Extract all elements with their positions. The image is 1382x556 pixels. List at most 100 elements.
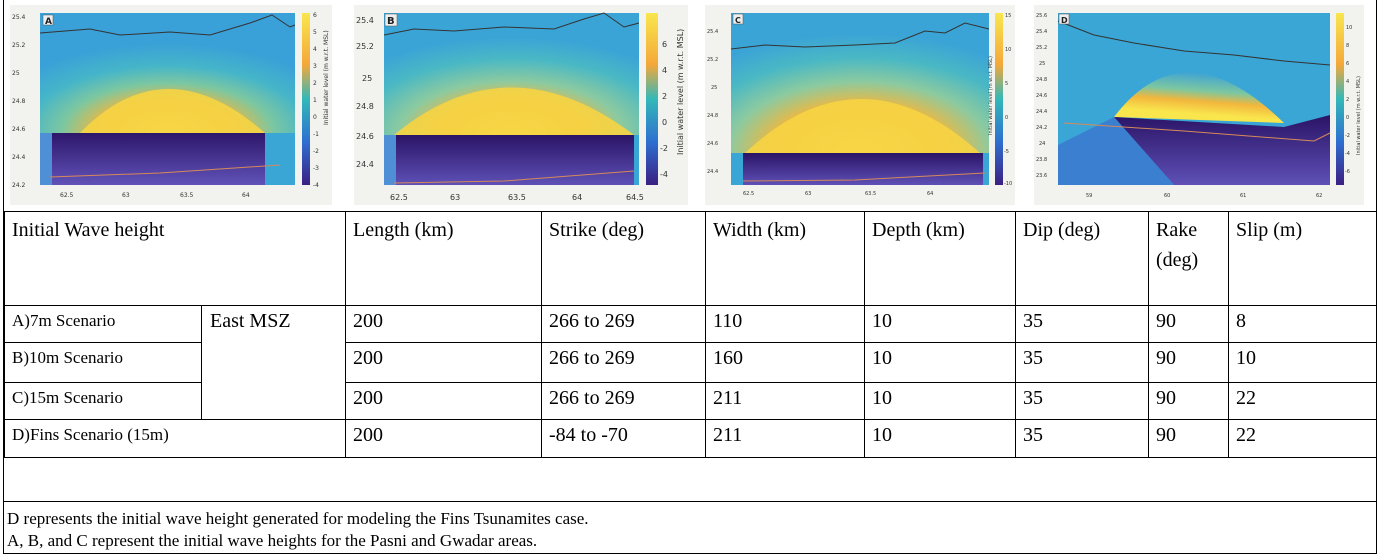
header-depth: Depth (km) <box>864 211 1017 306</box>
x-tick-label: 61 <box>1240 193 1246 199</box>
x-tick-label: 64 <box>927 191 933 197</box>
y-tick-label: 24.8 <box>356 102 374 111</box>
dip-cell: 35 <box>1015 342 1150 383</box>
colorbar-label: Initial water level (m w.r.t. MSL) <box>988 56 994 135</box>
strike-cell: 266 to 269 <box>541 382 707 420</box>
colorbar-tick: -1 <box>313 131 319 138</box>
strike-cell: -84 to -70 <box>541 419 707 458</box>
panel-label: D <box>1061 16 1068 25</box>
header-slip: Slip (m) <box>1228 211 1378 306</box>
slip-cell: 8 <box>1228 305 1378 343</box>
dip-cell: 35 <box>1015 305 1150 343</box>
y-tick-label: 24.6 <box>707 141 718 147</box>
colorbar-tick: 1 <box>313 97 317 104</box>
table-header-row: Initial Wave height Length (km) Strike (… <box>3 211 1378 306</box>
depth-cell: 10 <box>864 382 1017 420</box>
header-strike: Strike (deg) <box>541 211 707 306</box>
x-tick-label: 63.5 <box>180 192 194 199</box>
colorbar-tick: -6 <box>1345 169 1350 175</box>
colorbar-tick: 2 <box>1346 97 1349 103</box>
colorbar-tick: -2 <box>313 148 319 155</box>
scenario-cell: B)10m Scenario <box>4 342 202 383</box>
width-cell: 211 <box>705 382 866 420</box>
table-frame: A 25.4 25.2 25 24.8 24.6 24.4 24.2 62.5 … <box>3 0 1378 554</box>
colorbar-tick: 0 <box>662 118 667 127</box>
x-tick-label: 62.5 <box>390 193 408 202</box>
colorbar-tick: -10 <box>1004 181 1012 187</box>
note-line: A, B, and C represent the initial wave h… <box>7 531 538 550</box>
table-notes: D represents the initial wave height gen… <box>4 501 1376 553</box>
dip-cell: 35 <box>1015 419 1150 458</box>
x-tick-label: 64 <box>572 193 582 202</box>
slip-cell: 10 <box>1228 342 1378 383</box>
x-tick-label: 63.5 <box>865 191 876 197</box>
depth-cell: 10 <box>864 305 1017 343</box>
colorbar <box>302 13 310 185</box>
y-tick-label: 25.2 <box>707 57 718 63</box>
colorbar-tick: 2 <box>662 92 667 101</box>
length-cell: 200 <box>345 419 543 458</box>
y-tick-label: 25.4 <box>12 14 26 21</box>
width-cell: 211 <box>705 419 866 458</box>
colorbar-tick: 10 <box>1005 47 1011 53</box>
y-tick-label: 24.2 <box>12 182 26 189</box>
y-tick-label: 25.6 <box>1036 13 1047 19</box>
colorbar-tick: -4 <box>660 170 668 179</box>
colorbar-tick: -2 <box>660 144 668 153</box>
scenario-cell: D)Fins Scenario (15m) <box>3 419 347 458</box>
x-tick-label: 62.5 <box>743 191 754 197</box>
x-tick-label: 64 <box>242 192 250 199</box>
length-cell: 200 <box>345 342 543 383</box>
depth-cell: 10 <box>864 342 1017 383</box>
y-tick-label: 23.6 <box>1036 173 1047 179</box>
y-tick-label: 25 <box>711 85 717 91</box>
slip-cell: 22 <box>1228 419 1378 458</box>
colorbar-tick: -5 <box>1004 149 1009 155</box>
x-tick-label: 63 <box>122 192 130 199</box>
colorbar-tick: 6 <box>662 40 667 49</box>
header-initial-wave-height: Initial Wave height <box>3 211 347 306</box>
strike-cell: 266 to 269 <box>541 305 707 343</box>
colorbar-tick: 5 <box>1005 81 1008 87</box>
rake-cell: 90 <box>1148 305 1230 343</box>
colorbar-tick: -4 <box>1345 151 1350 157</box>
x-tick-label: 63.5 <box>508 193 526 202</box>
length-cell: 200 <box>345 305 543 343</box>
y-tick-label: 24.6 <box>356 132 374 141</box>
x-tick-label: 62 <box>1316 193 1322 199</box>
length-cell: 200 <box>345 382 543 420</box>
y-tick-label: 25 <box>12 70 20 77</box>
colorbar-tick: 0 <box>1005 115 1008 121</box>
colorbar-tick: 10 <box>1346 25 1352 31</box>
y-tick-label: 24.2 <box>1036 125 1047 131</box>
x-tick-label: 63 <box>450 193 460 202</box>
colorbar-tick: 0 <box>313 114 317 121</box>
rake-cell: 90 <box>1148 382 1230 420</box>
header-dip: Dip (deg) <box>1015 211 1150 306</box>
y-tick-label: 25.4 <box>707 29 718 35</box>
y-tick-label: 24.4 <box>356 160 374 169</box>
rake-cell: 90 <box>1148 342 1230 383</box>
dip-cell: 35 <box>1015 382 1150 420</box>
header-rake: Rake (deg) <box>1148 211 1230 306</box>
y-tick-label: 25.2 <box>1036 45 1047 51</box>
y-tick-label: 24.4 <box>1036 109 1047 115</box>
panel-c: C 25.4 25.2 25 24.8 24.6 24.4 62.5 63 63… <box>705 5 1015 205</box>
y-tick-label: 25.4 <box>1036 29 1047 35</box>
colorbar-tick: 2 <box>313 80 317 87</box>
y-tick-label: 24.4 <box>12 154 26 161</box>
colorbar-tick: -2 <box>1345 133 1350 139</box>
colorbar-label: Initial water level (m w.r.t. MSL) <box>676 29 685 155</box>
table-row: A)7m Scenario East MSZ 200 266 to 269 11… <box>4 305 1378 420</box>
colorbar-tick: 3 <box>313 63 317 70</box>
colorbar <box>646 13 658 185</box>
colorbar-tick: 5 <box>313 29 317 36</box>
panel-d: D 25.6 25.4 25.2 25 24.8 24.6 24.4 24.2 … <box>1034 5 1364 205</box>
y-tick-label: 24.6 <box>12 126 26 133</box>
y-tick-label: 23.8 <box>1036 157 1047 163</box>
y-tick-label: 25.4 <box>356 16 374 25</box>
x-tick-label: 62.5 <box>60 192 74 199</box>
colorbar-label: Initial water level (m w.r.t. MSL) <box>323 30 330 125</box>
y-tick-label: 24.8 <box>707 113 718 119</box>
y-tick-label: 24.8 <box>1036 77 1047 83</box>
